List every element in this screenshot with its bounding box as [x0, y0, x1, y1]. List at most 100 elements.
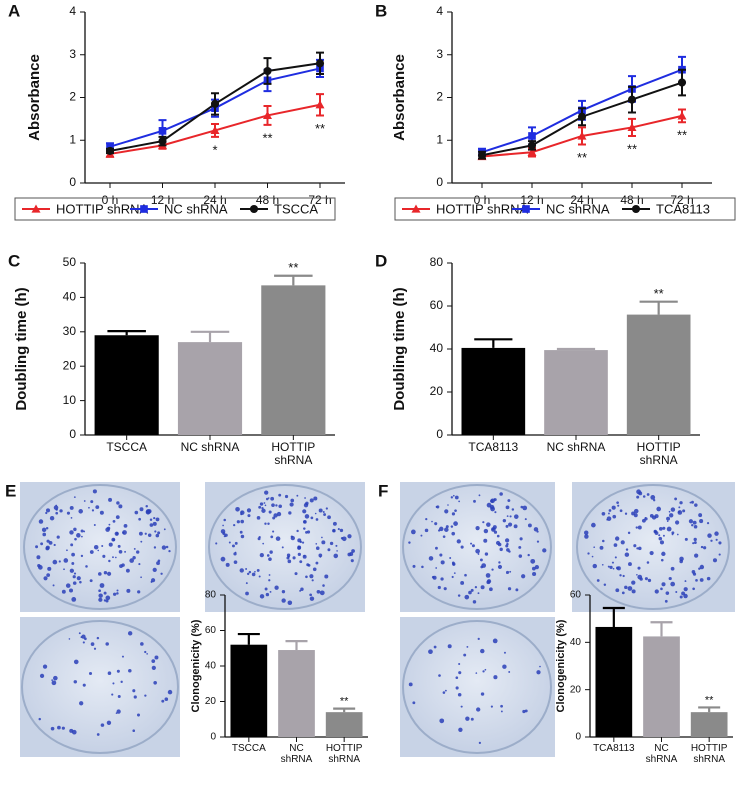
colony	[92, 489, 97, 494]
colony	[161, 699, 165, 703]
colony	[118, 504, 123, 509]
colony	[718, 541, 722, 545]
colony	[139, 507, 144, 512]
y-tick-label: 40	[430, 341, 444, 355]
colony	[633, 508, 639, 514]
colony	[662, 526, 666, 530]
colony	[126, 588, 131, 593]
colony	[61, 589, 66, 594]
colony	[108, 523, 111, 526]
y-axis-title: Clonogenicity (%)	[190, 619, 202, 712]
marker	[677, 78, 687, 87]
colony	[239, 568, 244, 573]
error-bar	[556, 347, 596, 351]
colony	[490, 705, 493, 708]
legend-label: TSCCA	[274, 201, 318, 216]
colony	[39, 673, 45, 679]
colony	[299, 540, 302, 544]
y-axis-title: Clonogenicity (%)	[555, 619, 567, 712]
colony	[658, 534, 661, 537]
colony	[263, 502, 266, 504]
colony	[111, 693, 114, 696]
y-tick-label: 80	[430, 255, 444, 269]
plate	[402, 620, 552, 754]
colony	[45, 511, 48, 515]
colony	[53, 543, 56, 547]
colony	[455, 676, 459, 680]
colony	[436, 505, 440, 509]
colony	[70, 543, 74, 547]
colony	[699, 578, 704, 582]
colony	[259, 594, 265, 599]
colony	[408, 541, 411, 544]
colony	[59, 509, 63, 513]
colony	[443, 587, 447, 591]
annotation: **	[288, 260, 298, 275]
colony	[220, 529, 226, 534]
colony	[671, 531, 675, 535]
colony	[522, 505, 528, 511]
colony	[447, 644, 452, 649]
colony	[145, 509, 151, 515]
colony	[48, 540, 53, 545]
bar	[595, 626, 633, 737]
annotation: **	[654, 286, 664, 301]
colony	[500, 704, 503, 708]
colony	[89, 550, 94, 554]
colony	[596, 579, 600, 582]
colony	[106, 720, 112, 725]
colony	[268, 579, 271, 582]
colony	[483, 538, 488, 543]
colony	[477, 592, 480, 595]
x-tick-label-box: HOTTIP shRNA	[271, 441, 315, 467]
colony	[321, 536, 323, 539]
colony	[90, 642, 95, 646]
colony	[636, 495, 640, 499]
colony	[286, 556, 290, 560]
colony	[147, 533, 152, 537]
photos	[20, 482, 735, 757]
colony	[278, 504, 282, 509]
annotation: *	[212, 142, 217, 157]
colony	[156, 561, 160, 566]
colony	[532, 571, 537, 577]
error-bar	[333, 707, 356, 713]
colony	[234, 541, 238, 545]
colony	[477, 553, 480, 555]
marker	[263, 66, 272, 76]
colony	[513, 514, 519, 519]
y-tick-label: 60	[570, 590, 582, 601]
y-tick-label: 40	[205, 661, 217, 672]
y-axis-title: Absorbance	[391, 54, 408, 141]
colony	[290, 535, 295, 541]
colony	[103, 591, 107, 595]
panel-label: B	[375, 1, 387, 20]
colony	[290, 498, 295, 503]
colony	[460, 705, 463, 708]
colony	[99, 583, 105, 588]
colony	[670, 566, 675, 571]
colony	[434, 522, 438, 526]
colony	[485, 573, 491, 578]
bar	[626, 314, 691, 435]
colony	[668, 576, 672, 581]
marker	[210, 99, 220, 108]
colony	[682, 509, 686, 513]
y-axis-title: Absorbance	[26, 54, 43, 141]
colony	[587, 552, 590, 555]
colony	[151, 659, 156, 664]
bar	[261, 285, 326, 435]
y-tick-label: 60	[430, 298, 444, 312]
colony	[451, 575, 454, 579]
colony	[138, 531, 143, 536]
colony	[509, 515, 512, 518]
colony	[699, 564, 705, 570]
colony	[309, 593, 312, 597]
colony	[470, 717, 474, 721]
colony	[225, 562, 230, 567]
colony	[168, 550, 171, 553]
colony	[78, 509, 83, 514]
marker	[158, 137, 167, 146]
colony	[706, 522, 710, 525]
colony	[133, 547, 136, 550]
